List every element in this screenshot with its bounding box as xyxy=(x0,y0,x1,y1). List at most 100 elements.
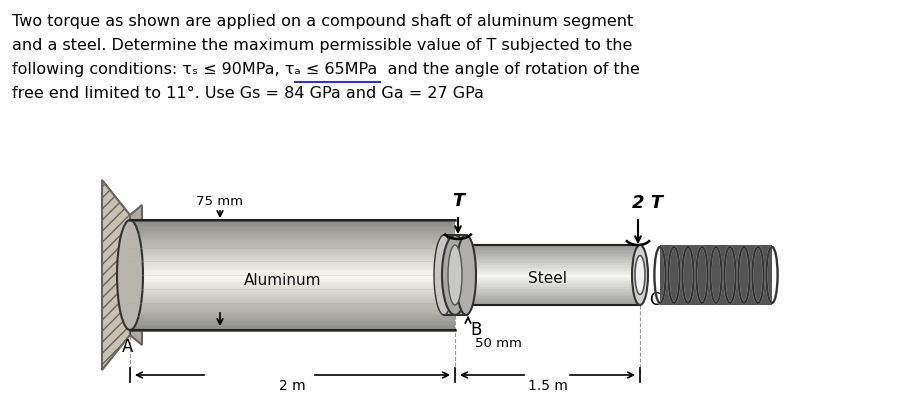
Polygon shape xyxy=(130,301,455,302)
Text: Two torque as shown are applied on a compound shaft of aluminum segment: Two torque as shown are applied on a com… xyxy=(12,14,634,29)
Polygon shape xyxy=(130,249,455,251)
Polygon shape xyxy=(130,259,455,260)
Polygon shape xyxy=(130,270,455,271)
Polygon shape xyxy=(455,282,640,284)
Polygon shape xyxy=(130,306,455,308)
Polygon shape xyxy=(130,246,455,247)
Ellipse shape xyxy=(442,235,468,315)
Polygon shape xyxy=(455,275,640,277)
Polygon shape xyxy=(130,238,455,240)
Polygon shape xyxy=(130,275,455,277)
Polygon shape xyxy=(130,279,455,280)
Polygon shape xyxy=(130,328,455,330)
Polygon shape xyxy=(130,256,455,259)
Polygon shape xyxy=(130,235,455,236)
Text: C: C xyxy=(649,291,660,309)
Polygon shape xyxy=(130,253,455,255)
Polygon shape xyxy=(455,281,640,282)
Text: B: B xyxy=(470,321,481,339)
Polygon shape xyxy=(130,251,455,253)
Polygon shape xyxy=(130,280,455,282)
Polygon shape xyxy=(455,295,640,296)
Polygon shape xyxy=(455,248,640,249)
Polygon shape xyxy=(130,231,455,233)
Polygon shape xyxy=(455,296,640,298)
Polygon shape xyxy=(130,224,455,226)
Polygon shape xyxy=(455,272,640,273)
Polygon shape xyxy=(455,259,640,260)
Polygon shape xyxy=(455,277,640,278)
Polygon shape xyxy=(130,319,455,321)
Polygon shape xyxy=(130,268,455,270)
Polygon shape xyxy=(130,255,455,256)
Polygon shape xyxy=(455,287,640,289)
Polygon shape xyxy=(455,270,640,272)
Polygon shape xyxy=(130,302,455,304)
Polygon shape xyxy=(455,245,640,247)
Ellipse shape xyxy=(448,245,462,305)
Polygon shape xyxy=(455,257,640,259)
Polygon shape xyxy=(455,260,640,261)
Polygon shape xyxy=(130,323,455,325)
Polygon shape xyxy=(455,247,640,248)
Polygon shape xyxy=(130,282,455,284)
Polygon shape xyxy=(455,263,640,265)
Polygon shape xyxy=(455,284,640,286)
Polygon shape xyxy=(130,284,455,286)
Polygon shape xyxy=(455,266,640,268)
Polygon shape xyxy=(455,299,640,300)
Polygon shape xyxy=(455,273,640,275)
Text: 2 m: 2 m xyxy=(279,379,306,393)
Polygon shape xyxy=(130,314,455,315)
Polygon shape xyxy=(130,291,455,293)
Polygon shape xyxy=(130,226,455,227)
Polygon shape xyxy=(455,251,640,252)
Polygon shape xyxy=(455,289,640,290)
Polygon shape xyxy=(455,293,640,295)
Polygon shape xyxy=(130,205,142,345)
Polygon shape xyxy=(130,240,455,242)
Polygon shape xyxy=(130,326,455,328)
Text: and a steel. Determine the maximum permissible value of T subjected to the: and a steel. Determine the maximum permi… xyxy=(12,38,633,53)
Polygon shape xyxy=(130,247,455,249)
Polygon shape xyxy=(130,277,455,279)
Polygon shape xyxy=(130,233,455,235)
Polygon shape xyxy=(130,325,455,326)
Polygon shape xyxy=(130,286,455,288)
Polygon shape xyxy=(130,242,455,244)
Polygon shape xyxy=(455,268,640,269)
Text: 75 mm: 75 mm xyxy=(196,195,244,208)
Ellipse shape xyxy=(635,256,645,295)
Text: 1.5 m: 1.5 m xyxy=(528,379,568,393)
Polygon shape xyxy=(455,252,640,254)
Polygon shape xyxy=(130,299,455,301)
Polygon shape xyxy=(130,317,455,319)
Polygon shape xyxy=(130,321,455,323)
Polygon shape xyxy=(130,266,455,268)
Polygon shape xyxy=(130,220,455,222)
Polygon shape xyxy=(455,298,640,299)
Polygon shape xyxy=(455,256,640,257)
Polygon shape xyxy=(130,271,455,273)
Polygon shape xyxy=(130,244,455,246)
Polygon shape xyxy=(455,261,640,263)
Text: free end limited to 11°. Use Gs = 84 GPa and Ga = 27 GPa: free end limited to 11°. Use Gs = 84 GPa… xyxy=(12,86,484,101)
Polygon shape xyxy=(660,245,772,305)
Polygon shape xyxy=(130,295,455,297)
Polygon shape xyxy=(130,236,455,238)
Ellipse shape xyxy=(117,220,143,330)
Polygon shape xyxy=(130,227,455,229)
Polygon shape xyxy=(455,290,640,291)
Polygon shape xyxy=(130,264,455,266)
Polygon shape xyxy=(130,222,455,224)
Polygon shape xyxy=(130,229,455,231)
Polygon shape xyxy=(455,249,640,251)
Ellipse shape xyxy=(434,235,454,315)
Polygon shape xyxy=(130,260,455,262)
Polygon shape xyxy=(455,302,640,303)
Polygon shape xyxy=(444,235,466,315)
Polygon shape xyxy=(130,310,455,312)
Polygon shape xyxy=(130,315,455,317)
Polygon shape xyxy=(130,312,455,314)
Polygon shape xyxy=(130,273,455,275)
